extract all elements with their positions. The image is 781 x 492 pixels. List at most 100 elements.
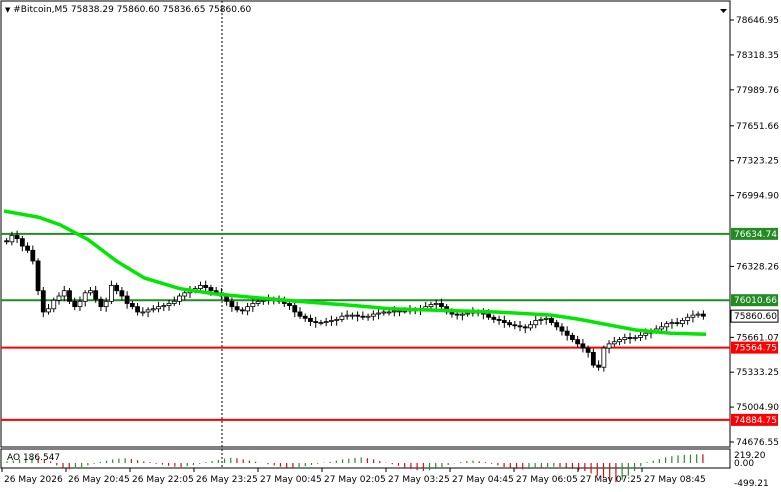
candle-body bbox=[339, 315, 345, 320]
candle-body bbox=[355, 314, 361, 317]
triangle-down-icon[interactable]: ▼ bbox=[5, 6, 11, 14]
candle-body bbox=[611, 341, 617, 345]
candle-body bbox=[67, 290, 72, 302]
candle-body bbox=[77, 300, 83, 308]
level-label: 74884.75 bbox=[734, 416, 777, 426]
candle-body bbox=[313, 321, 319, 323]
candle-body bbox=[349, 314, 355, 317]
time-label: 27 May 02:05 bbox=[324, 475, 386, 485]
candle-body bbox=[72, 300, 78, 308]
candle-body bbox=[166, 303, 172, 306]
candle-body bbox=[51, 299, 57, 310]
candle-body bbox=[538, 319, 544, 321]
candle-body bbox=[308, 317, 313, 322]
price-tick-label: 74676.55 bbox=[736, 438, 779, 448]
candle-body bbox=[659, 326, 664, 330]
chart-header: ▼ #Bitcoin,M5 75838.29 75860.60 75836.65… bbox=[5, 5, 251, 15]
candle-body bbox=[344, 314, 350, 317]
candle-body bbox=[318, 322, 324, 324]
price-tick-label: 76328.26 bbox=[736, 262, 779, 272]
candle-body bbox=[61, 290, 67, 297]
candle-body bbox=[433, 303, 439, 305]
candle-body bbox=[150, 308, 156, 311]
price-tick-label: 75004.90 bbox=[736, 403, 779, 413]
candle-body bbox=[459, 313, 465, 316]
price-tick-label: 77989.76 bbox=[736, 86, 779, 96]
candle-body bbox=[596, 364, 602, 368]
candle-body bbox=[370, 313, 376, 317]
candle-body bbox=[439, 303, 444, 308]
symbol-label: #Bitcoin,M5 bbox=[13, 5, 69, 15]
candle-body bbox=[140, 311, 146, 314]
candle-body bbox=[402, 310, 408, 313]
ao-tick-label: -499.21 bbox=[734, 479, 769, 489]
time-label: 27 May 00:45 bbox=[260, 475, 322, 485]
candle-body bbox=[98, 298, 104, 308]
candle-body bbox=[507, 322, 512, 326]
candle-body bbox=[334, 319, 340, 321]
ao-title: AO 186.547 bbox=[7, 453, 61, 463]
candle-body bbox=[533, 320, 539, 326]
candle-body bbox=[397, 310, 402, 313]
triangle-down-icon[interactable] bbox=[720, 9, 727, 13]
candle-body bbox=[465, 312, 471, 315]
candle-body bbox=[627, 337, 633, 339]
candle-body bbox=[287, 303, 292, 306]
price-tick-label: 77323.25 bbox=[736, 157, 779, 167]
price-tick-label: 76994.90 bbox=[736, 192, 779, 202]
level-label: 75564.75 bbox=[734, 344, 777, 354]
candle-body bbox=[690, 314, 696, 318]
current-price-label: 75860.60 bbox=[734, 312, 777, 322]
candle-body bbox=[135, 306, 140, 313]
ao-tick-label: 219.20 bbox=[734, 451, 766, 461]
candle-body bbox=[323, 321, 329, 323]
current-price-box bbox=[730, 309, 779, 323]
ao-tick-label: 0.00 bbox=[734, 459, 754, 469]
moving-average-line bbox=[3, 209, 707, 337]
candle-body bbox=[680, 320, 685, 325]
candle-body bbox=[496, 319, 502, 321]
candle-body bbox=[454, 313, 460, 316]
candle-body bbox=[250, 303, 256, 308]
candle-body bbox=[365, 315, 371, 318]
candle-body bbox=[19, 238, 25, 247]
candle-body bbox=[145, 309, 151, 313]
candle-body bbox=[643, 332, 649, 336]
candle-body bbox=[491, 316, 497, 320]
candle-body bbox=[386, 311, 392, 314]
candle-body bbox=[554, 322, 560, 328]
time-label: 27 May 04:45 bbox=[452, 475, 514, 485]
candle-body bbox=[669, 322, 675, 325]
price-tick-label: 75333.25 bbox=[736, 368, 779, 378]
candle-body bbox=[391, 310, 397, 313]
candle-body bbox=[208, 287, 214, 292]
candle-body bbox=[564, 330, 570, 336]
time-label: 26 May 22:05 bbox=[132, 475, 194, 485]
candle-body bbox=[260, 299, 266, 302]
candle-body bbox=[302, 315, 308, 319]
price-tick-label: 78318.35 bbox=[736, 51, 779, 61]
candle-body bbox=[622, 337, 628, 340]
level-label-box bbox=[731, 341, 778, 354]
candle-body bbox=[585, 347, 591, 353]
candle-body bbox=[559, 326, 565, 332]
candle-body bbox=[4, 240, 10, 243]
candle-body bbox=[549, 317, 554, 323]
candle-body bbox=[606, 343, 612, 349]
candle-body bbox=[428, 304, 434, 308]
candle-body bbox=[35, 260, 41, 292]
candle-body bbox=[234, 306, 240, 311]
candle-body bbox=[203, 284, 209, 288]
candle-body bbox=[161, 305, 167, 308]
candle-body bbox=[664, 323, 670, 328]
candle-body bbox=[376, 312, 381, 315]
candle-body bbox=[25, 245, 30, 251]
candle-body bbox=[700, 313, 706, 317]
time-label: 26 May 23:25 bbox=[196, 475, 258, 485]
ohlc-values: 75838.29 75860.60 75836.65 75860.60 bbox=[70, 5, 252, 15]
candle-body bbox=[103, 300, 109, 308]
candle-body bbox=[528, 324, 533, 329]
candle-body bbox=[93, 290, 99, 300]
